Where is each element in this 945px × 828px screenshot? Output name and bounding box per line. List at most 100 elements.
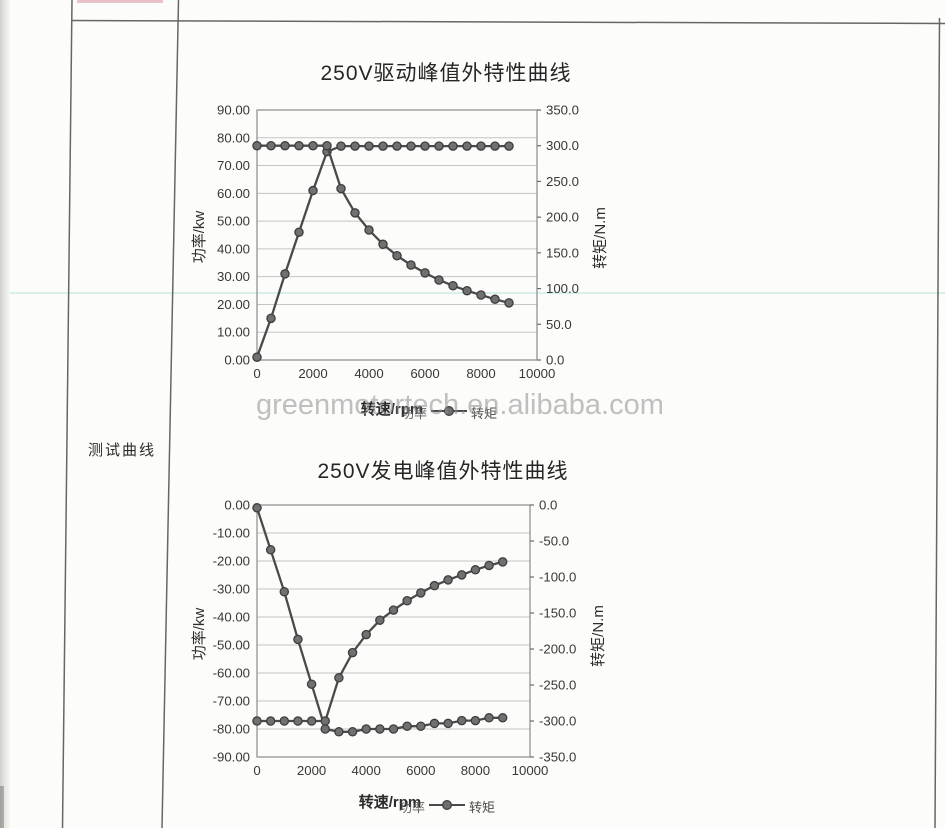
data-point-marker bbox=[416, 588, 426, 598]
tick-label-x: 0 bbox=[253, 366, 260, 381]
data-point-marker bbox=[306, 679, 317, 689]
table-border-line bbox=[161, 0, 180, 828]
data-point-marker bbox=[265, 716, 276, 726]
watermark: greenmotortech.en.alibaba.com bbox=[256, 389, 664, 421]
tick-label-left: 20.00 bbox=[217, 297, 250, 312]
data-point-marker bbox=[347, 727, 358, 737]
torque-series bbox=[252, 557, 508, 726]
data-point-marker bbox=[279, 587, 290, 597]
data-point-marker bbox=[280, 140, 290, 151]
legend-line-marker-icon bbox=[429, 799, 465, 811]
tick-label-right: 0.0 bbox=[539, 498, 557, 513]
data-point-marker bbox=[336, 141, 346, 151]
data-point-marker bbox=[378, 239, 388, 250]
legend-line-marker-icon bbox=[431, 405, 467, 417]
data-point-marker bbox=[392, 250, 402, 261]
table-borders bbox=[61, 0, 945, 828]
tick-label-left: 90.00 bbox=[217, 103, 250, 118]
data-point-marker bbox=[476, 141, 486, 151]
data-point-marker bbox=[388, 724, 399, 734]
data-point-marker bbox=[476, 290, 486, 300]
data-point-marker bbox=[504, 298, 514, 308]
data-point-marker bbox=[336, 183, 346, 194]
data-point-marker bbox=[375, 724, 385, 734]
tick-label-left: -80.00 bbox=[213, 722, 250, 737]
tick-label-right: 50.0 bbox=[546, 317, 572, 332]
tick-label-left: 0.00 bbox=[224, 498, 250, 513]
data-point-marker bbox=[294, 227, 304, 237]
data-point-marker bbox=[456, 715, 467, 726]
tick-label-left: -40.00 bbox=[213, 610, 250, 625]
tick-label-x: 4000 bbox=[352, 763, 381, 778]
drive-legend-power-label: 功率 bbox=[401, 406, 428, 421]
generation-legend-power-label: 功率 bbox=[399, 800, 426, 815]
data-point-marker bbox=[392, 141, 402, 151]
data-point-marker bbox=[334, 673, 344, 683]
data-point-marker bbox=[434, 275, 444, 285]
tick-label-left: -20.00 bbox=[213, 554, 250, 569]
generation-chart-title: 250V发电峰值外特性曲线 bbox=[317, 460, 569, 483]
data-point-marker bbox=[364, 225, 374, 235]
tick-label-left: 50.00 bbox=[217, 214, 250, 229]
tick-label-right: -250.0 bbox=[539, 678, 576, 693]
data-point-marker bbox=[490, 141, 500, 151]
tick-label-right: 350.0 bbox=[546, 103, 579, 118]
tick-label-left: 30.00 bbox=[217, 269, 250, 284]
data-point-marker bbox=[361, 629, 371, 640]
data-point-marker bbox=[347, 647, 358, 658]
data-point-marker bbox=[294, 140, 304, 151]
tick-label-right: 100.0 bbox=[546, 281, 579, 296]
axis-border bbox=[256, 504, 531, 758]
tick-label-right: 150.0 bbox=[546, 245, 579, 260]
tick-label-x: 2000 bbox=[298, 366, 327, 381]
tick-label-x: 4000 bbox=[354, 366, 383, 381]
row-label-test-curves: 测试曲线 bbox=[87, 442, 156, 459]
tick-label-left: 80.00 bbox=[217, 130, 250, 145]
data-point-marker bbox=[406, 141, 416, 151]
data-point-marker bbox=[252, 716, 262, 726]
data-point-marker bbox=[490, 294, 500, 305]
tick-label-left: -50.00 bbox=[213, 638, 250, 653]
data-point-marker bbox=[320, 724, 330, 734]
data-point-marker bbox=[252, 352, 262, 362]
data-point-marker bbox=[402, 721, 412, 731]
generation-speed-axis-label: 转速/rpm bbox=[358, 794, 422, 811]
tick-label-right: -200.0 bbox=[539, 642, 576, 657]
tick-label-x: 0 bbox=[253, 763, 260, 778]
series-line bbox=[255, 144, 509, 358]
data-point-marker bbox=[504, 141, 514, 151]
tick-label-right: 250.0 bbox=[546, 174, 579, 189]
data-point-marker bbox=[293, 716, 303, 726]
tick-label-left: 10.00 bbox=[217, 325, 250, 340]
data-point-marker bbox=[462, 141, 472, 151]
drive-speed-axis-label: 转速/rpm bbox=[360, 401, 424, 418]
data-point-marker bbox=[279, 716, 290, 726]
tick-label-x: 6000 bbox=[406, 763, 435, 778]
data-point-marker bbox=[361, 724, 371, 734]
drive-chart-title: 250V驱动峰值外特性曲线 bbox=[320, 62, 572, 85]
drive-chart-plot: 90.0080.0070.0060.0050.0040.0030.0020.00… bbox=[217, 103, 579, 382]
generation-legend-torque-label: 转矩 bbox=[469, 800, 496, 815]
data-point-marker bbox=[265, 545, 276, 555]
data-point-marker bbox=[448, 280, 458, 291]
tick-label-left: 60.00 bbox=[217, 186, 250, 201]
tick-label-right: -100.0 bbox=[539, 570, 576, 585]
tick-label-left: -60.00 bbox=[213, 666, 250, 681]
data-point-marker bbox=[252, 140, 262, 151]
axis-tick-labels: 0.00-10.00-20.00-30.00-40.00-50.00-60.00… bbox=[213, 498, 577, 779]
data-point-marker bbox=[497, 557, 508, 567]
data-point-marker bbox=[334, 727, 344, 737]
tick-label-left: -90.00 bbox=[213, 750, 250, 765]
data-point-marker bbox=[280, 269, 290, 279]
data-point-marker bbox=[470, 715, 481, 726]
data-point-marker bbox=[434, 141, 444, 151]
series-line bbox=[257, 144, 510, 305]
data-point-marker bbox=[448, 141, 458, 151]
scan-edge-strip bbox=[0, 0, 10, 828]
data-point-marker bbox=[420, 141, 430, 151]
tick-label-left: -10.00 bbox=[213, 526, 250, 541]
data-point-marker bbox=[306, 716, 317, 726]
tick-label-left: 70.00 bbox=[217, 158, 250, 173]
tick-label-right: -150.0 bbox=[539, 606, 576, 621]
